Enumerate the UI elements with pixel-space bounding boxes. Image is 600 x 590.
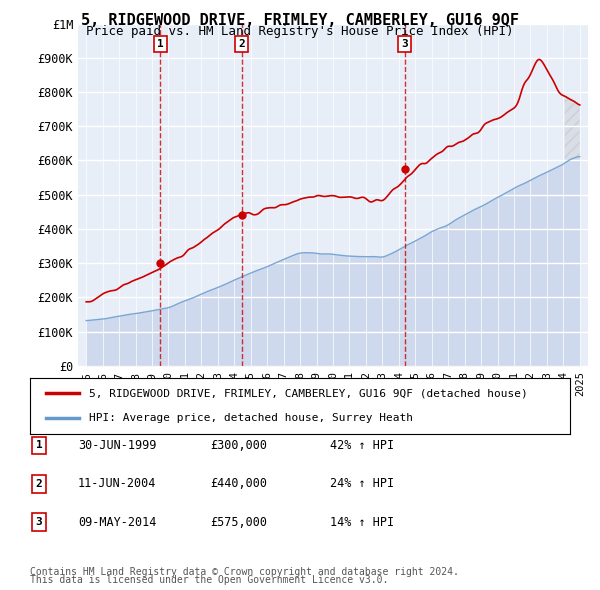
Text: 2: 2 [35, 479, 43, 489]
Text: 11-JUN-2004: 11-JUN-2004 [78, 477, 157, 490]
Text: 14% ↑ HPI: 14% ↑ HPI [330, 516, 394, 529]
Text: 5, RIDGEWOOD DRIVE, FRIMLEY, CAMBERLEY, GU16 9QF: 5, RIDGEWOOD DRIVE, FRIMLEY, CAMBERLEY, … [81, 13, 519, 28]
Text: 24% ↑ HPI: 24% ↑ HPI [330, 477, 394, 490]
Text: 5, RIDGEWOOD DRIVE, FRIMLEY, CAMBERLEY, GU16 9QF (detached house): 5, RIDGEWOOD DRIVE, FRIMLEY, CAMBERLEY, … [89, 388, 528, 398]
Text: Price paid vs. HM Land Registry's House Price Index (HPI): Price paid vs. HM Land Registry's House … [86, 25, 514, 38]
Text: Contains HM Land Registry data © Crown copyright and database right 2024.: Contains HM Land Registry data © Crown c… [30, 567, 459, 577]
Text: 30-JUN-1999: 30-JUN-1999 [78, 439, 157, 452]
Text: £440,000: £440,000 [210, 477, 267, 490]
Text: 1: 1 [35, 441, 43, 450]
Text: 3: 3 [401, 39, 408, 49]
Text: HPI: Average price, detached house, Surrey Heath: HPI: Average price, detached house, Surr… [89, 413, 413, 423]
Text: 1: 1 [157, 39, 164, 49]
Text: 3: 3 [35, 517, 43, 527]
Text: 42% ↑ HPI: 42% ↑ HPI [330, 439, 394, 452]
Text: This data is licensed under the Open Government Licence v3.0.: This data is licensed under the Open Gov… [30, 575, 388, 585]
Text: £575,000: £575,000 [210, 516, 267, 529]
Text: £300,000: £300,000 [210, 439, 267, 452]
Text: 2: 2 [238, 39, 245, 49]
Text: 09-MAY-2014: 09-MAY-2014 [78, 516, 157, 529]
